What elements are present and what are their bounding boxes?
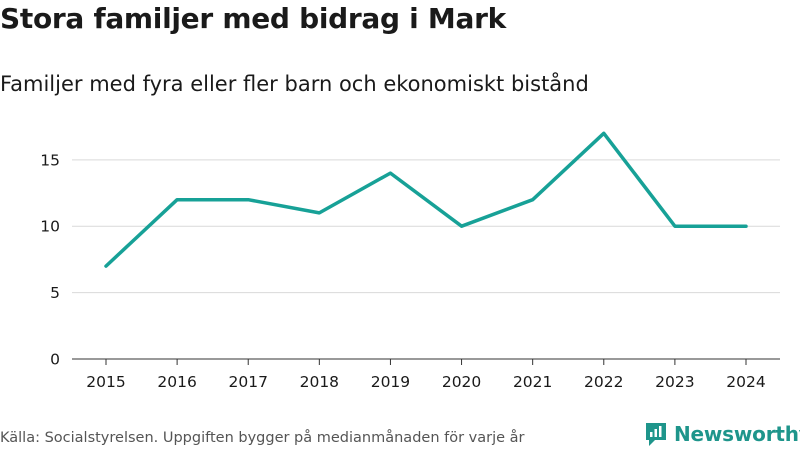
x-tick-label: 2016	[157, 373, 196, 391]
x-tick-label: 2017	[228, 373, 267, 391]
newsworthy-logo-text: Newsworthy	[674, 422, 800, 446]
y-tick-label: 10	[40, 218, 60, 236]
x-tick-label: 2018	[300, 373, 339, 391]
x-tick-label: 2015	[86, 373, 125, 391]
chart-title: Stora familjer med bidrag i Mark	[0, 2, 506, 35]
x-tick-label: 2019	[371, 373, 410, 391]
source-note: Källa: Socialstyrelsen. Uppgiften bygger…	[0, 430, 525, 446]
newsworthy-logo: Newsworthy	[644, 421, 800, 447]
y-tick-label: 5	[50, 284, 60, 302]
series-line	[104, 131, 748, 268]
x-tick-label: 2022	[584, 373, 623, 391]
y-tick-label: 15	[40, 151, 60, 169]
x-tick-label: 2021	[513, 373, 552, 391]
x-tick-label: 2024	[726, 373, 765, 391]
x-tick-label: 2020	[442, 373, 481, 391]
y-tick-label: 0	[50, 351, 60, 369]
newsworthy-logo-icon	[646, 423, 666, 446]
x-tick-label: 2023	[655, 373, 694, 391]
chart-subtitle: Familjer med fyra eller fler barn och ek…	[0, 72, 589, 96]
